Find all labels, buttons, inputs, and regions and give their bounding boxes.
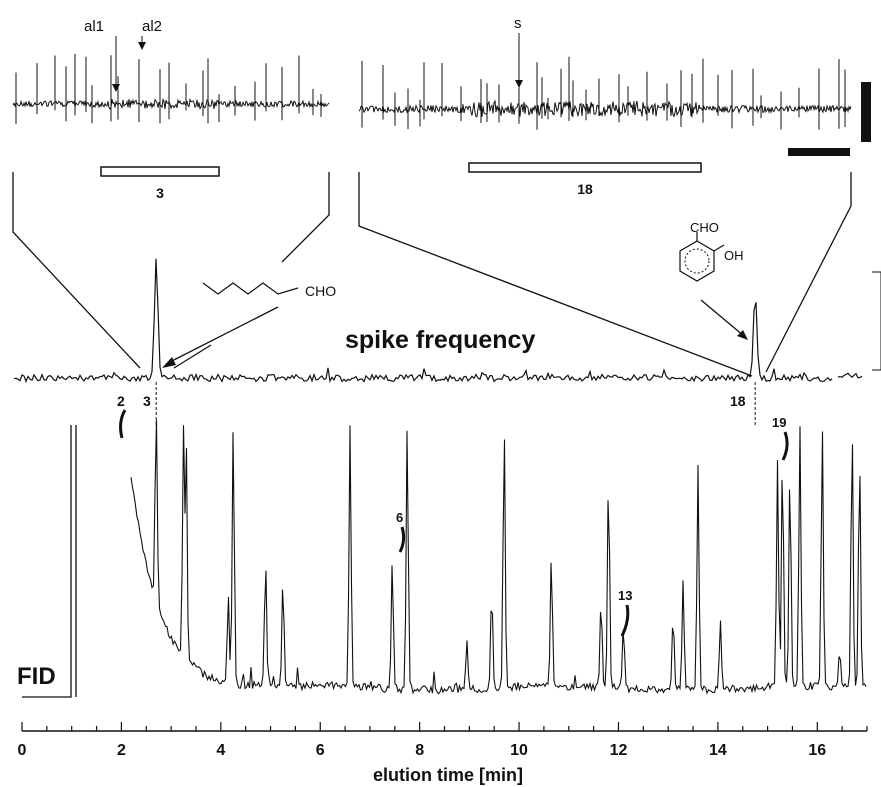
- spike-frequency-trace: [13, 258, 863, 426]
- recording-trace-left: [12, 53, 330, 124]
- compound-3-structure: [202, 282, 299, 295]
- scale-bracket-spike: [872, 271, 881, 371]
- x-tick-label: 4: [216, 742, 225, 759]
- compound-18-arrowhead: [737, 330, 748, 340]
- x-axis-title: elution time [min]: [373, 765, 523, 785]
- peak-label-3: 3: [143, 393, 151, 409]
- x-tick-label: 0: [18, 742, 27, 759]
- arrowhead-al2: [138, 42, 146, 50]
- x-tick-label: 12: [610, 742, 628, 759]
- recording-noise: [358, 99, 852, 118]
- label-al1: al1: [84, 18, 104, 35]
- recording-trace-right: [358, 56, 852, 130]
- spike-frequency-line: [13, 258, 833, 384]
- peak-label-2: 2: [117, 393, 125, 409]
- scale-bar-horizontal: [788, 148, 850, 156]
- spike-frequency-line-tail: [837, 372, 863, 379]
- zoom-line-left-b: [281, 172, 330, 263]
- x-tick-label: 10: [510, 742, 528, 759]
- compound-18-aromatic-circle: [684, 248, 710, 274]
- fid-line: [130, 419, 867, 695]
- scale-bar-vertical: [861, 82, 871, 142]
- arrowhead-al1: [112, 84, 120, 92]
- stimulus-bar-right-label: 18: [577, 181, 593, 197]
- compound-18-oh: OH: [724, 248, 744, 263]
- x-tick-label: 14: [709, 742, 727, 759]
- x-tick-label: 16: [808, 742, 826, 759]
- compound-18-arrow: [700, 299, 745, 337]
- x-axis: 0 2 4 6 8 10 12 14 16: [18, 722, 868, 759]
- peak-19-arrow: [781, 431, 789, 461]
- fid-solvent-peak-a: [22, 425, 72, 698]
- spike-frequency-label: spike frequency: [345, 326, 535, 354]
- peak-label-6: 6: [396, 510, 403, 525]
- zoom-line-left-a: [12, 172, 141, 369]
- zoom-line-right-b: [765, 172, 852, 373]
- x-tick-label: 8: [415, 742, 424, 759]
- peak-6-arrow: [398, 526, 406, 553]
- stimulus-bar-left-label: 3: [156, 185, 164, 201]
- compound-3-arrowhead: [162, 357, 176, 368]
- peak-label-18: 18: [730, 393, 746, 409]
- stimulus-bar-left: [100, 166, 220, 177]
- x-tick-label: 6: [316, 742, 325, 759]
- zoom-line-left-c: [173, 344, 212, 369]
- label-s: s: [514, 15, 522, 32]
- compound-3-cho: CHO: [305, 283, 336, 299]
- x-tick-label: 2: [117, 742, 126, 759]
- peak-label-19: 19: [772, 415, 786, 430]
- arrowhead-s: [515, 80, 523, 88]
- stimulus-bar-right: [468, 162, 702, 173]
- fid-trace: [22, 419, 867, 698]
- compound-18-cho: CHO: [690, 220, 719, 235]
- compound-3-arrow: [165, 306, 279, 365]
- fid-label: FID: [17, 663, 56, 690]
- compound-18-bond-oh: [713, 244, 725, 252]
- peak-label-13: 13: [618, 588, 632, 603]
- peak-2-arrow: [119, 409, 127, 439]
- label-al2: al2: [142, 18, 162, 35]
- zoom-line-right-a: [358, 172, 753, 377]
